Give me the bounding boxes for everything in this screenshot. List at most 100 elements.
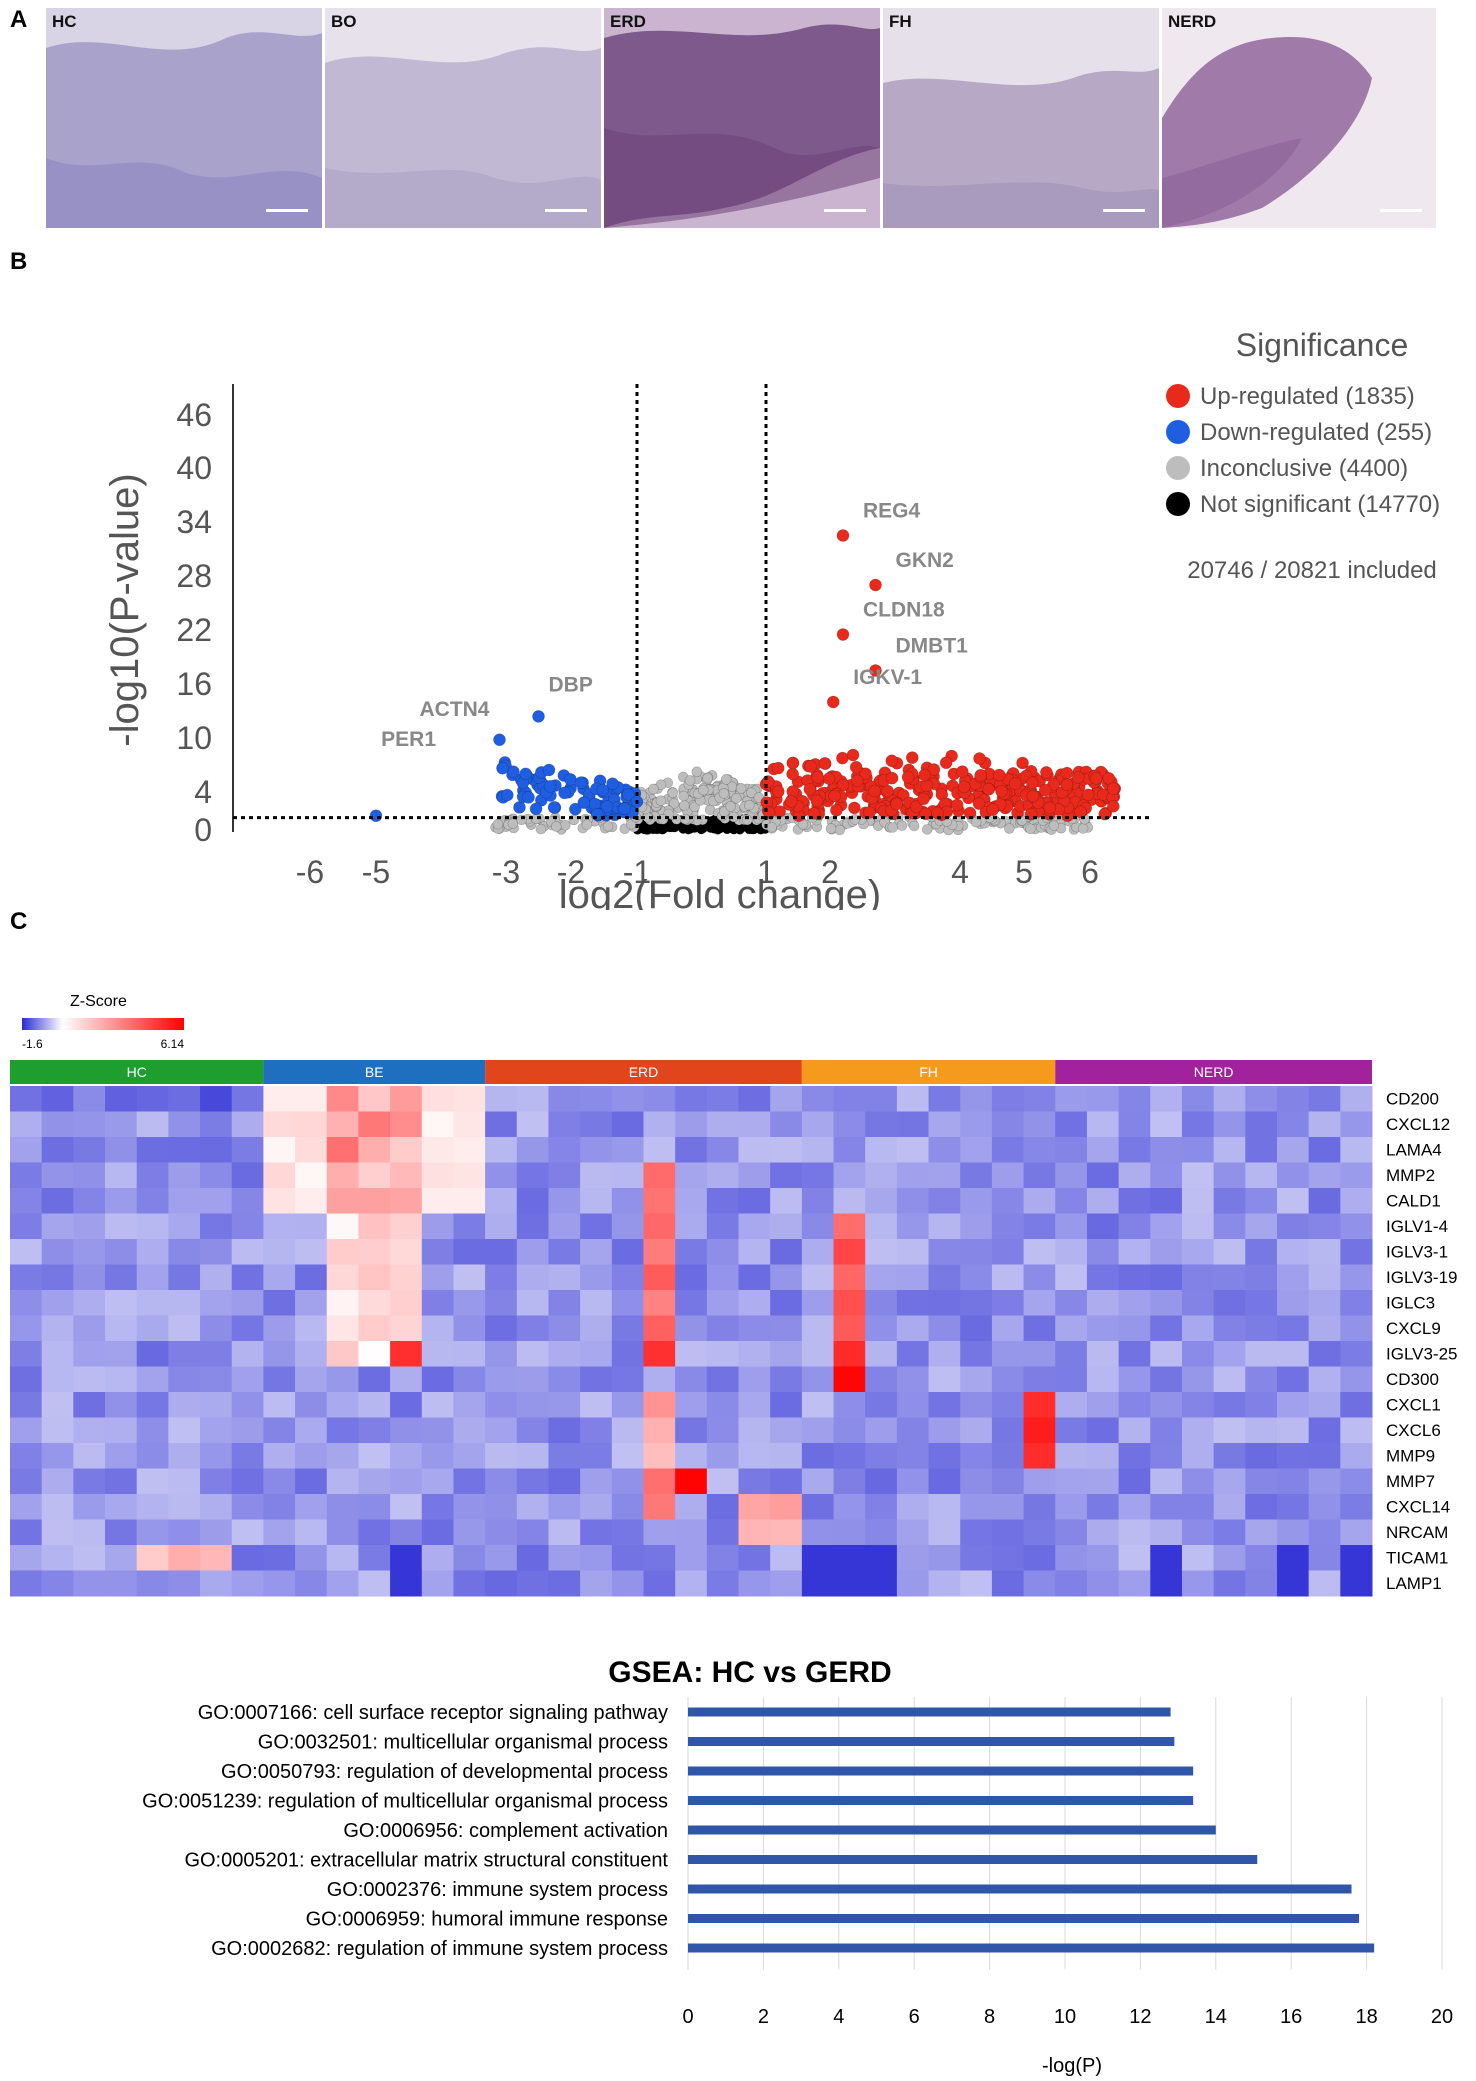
heatmap-cell <box>358 1086 391 1112</box>
heatmap-cell <box>358 1417 391 1444</box>
heatmap-cell <box>1213 1417 1246 1444</box>
heatmap-cell <box>295 1417 328 1444</box>
heatmap-cell <box>960 1086 993 1112</box>
heatmap-cell <box>1340 1494 1373 1520</box>
heatmap-cell <box>611 1137 644 1163</box>
volcano-point <box>596 783 610 797</box>
heatmap-cell <box>1150 1264 1183 1291</box>
heatmap-cell <box>643 1188 676 1214</box>
heatmap-cell <box>10 1086 43 1112</box>
heatmap-cell <box>295 1086 328 1112</box>
heatmap-cell <box>41 1494 74 1520</box>
heatmap-cell <box>421 1392 454 1418</box>
volcano-point <box>746 787 757 799</box>
heatmap-cell <box>168 1341 201 1367</box>
histology-texture <box>325 8 601 228</box>
heatmap-cell <box>390 1188 423 1214</box>
gene-row-label: MMP7 <box>1386 1472 1435 1491</box>
heatmap-cell <box>1086 1519 1120 1546</box>
heatmap-cell <box>1023 1213 1056 1240</box>
heatmap-cell <box>580 1111 613 1138</box>
heatmap-cell <box>1150 1545 1183 1571</box>
heatmap-cell <box>168 1239 201 1265</box>
heatmap-cell <box>390 1162 423 1189</box>
heatmap-cell <box>1150 1468 1183 1495</box>
heatmap-cell <box>516 1315 549 1342</box>
volcano-plot: 46 40 34 28 22 16 10 4 0 -6 -5 -3 -2 -1 … <box>103 327 1440 910</box>
heatmap-cell <box>1023 1519 1056 1546</box>
heatmap-cell <box>326 1290 359 1316</box>
heatmap-cell <box>960 1519 993 1546</box>
heatmap-cell <box>263 1086 296 1112</box>
volcano-point <box>507 818 519 829</box>
heatmap-cell <box>960 1315 993 1342</box>
gene-label: IGKV-1 <box>853 666 922 689</box>
heatmap-cell <box>231 1417 264 1444</box>
y-tick-label: 40 <box>176 450 212 486</box>
volcano-point <box>513 801 526 814</box>
category-label: GO:0002376: immune system process <box>327 1879 668 1901</box>
heatmap-cell <box>1023 1162 1056 1189</box>
heatmap-cell <box>231 1111 264 1138</box>
heatmap-cell <box>136 1392 169 1418</box>
heatmap-cell <box>41 1468 74 1495</box>
heatmap-cell <box>516 1239 549 1265</box>
gsea-bar <box>688 1766 1194 1776</box>
heatmap-cell <box>928 1239 961 1265</box>
volcano-point <box>742 814 753 826</box>
heatmap-cell <box>833 1570 866 1597</box>
heatmap-cell <box>390 1213 423 1240</box>
heatmap-cell <box>960 1392 993 1418</box>
heatmap-cell <box>896 1468 930 1495</box>
volcano-point <box>804 760 817 773</box>
heatmap-cell <box>991 1417 1025 1444</box>
heatmap-cell <box>675 1570 708 1597</box>
heatmap-cell <box>1276 1570 1310 1597</box>
heatmap-cell <box>1023 1545 1056 1571</box>
heatmap-cell <box>1055 1570 1088 1597</box>
heatmap-cell <box>1213 1519 1246 1546</box>
legend-swatch-up <box>1166 384 1190 408</box>
heatmap-cell <box>833 1341 866 1367</box>
heatmap-cell <box>675 1315 708 1342</box>
heatmap-cell <box>73 1494 106 1520</box>
heatmap-cell <box>991 1162 1025 1189</box>
heatmap-cell <box>611 1086 644 1112</box>
heatmap-cell <box>1181 1341 1215 1367</box>
heatmap-cell <box>643 1468 676 1495</box>
histology-label: BO <box>331 12 357 31</box>
heatmap-cell <box>1055 1137 1088 1163</box>
heatmap-cell <box>611 1264 644 1291</box>
volcano-point <box>828 789 841 803</box>
category-label: GO:0050793: regulation of developmental … <box>221 1761 668 1783</box>
heatmap-cell <box>1023 1468 1056 1495</box>
heatmap-cell <box>358 1366 391 1393</box>
heatmap-cell <box>453 1494 486 1520</box>
heatmap-cell <box>675 1519 708 1546</box>
volcano-point <box>974 768 987 782</box>
heatmap-cell <box>1086 1570 1120 1597</box>
volcano-point <box>577 796 591 809</box>
group-label: NERD <box>1194 1064 1234 1080</box>
heatmap-cell <box>865 1239 898 1265</box>
heatmap-cell <box>580 1137 613 1163</box>
volcano-point <box>766 821 777 833</box>
heatmap-cell <box>738 1545 771 1571</box>
heatmap-cell <box>1181 1239 1215 1265</box>
gsea-bar <box>688 1707 1171 1717</box>
heatmap-cell <box>706 1443 740 1469</box>
histology-image-fh: FH <box>883 8 1159 228</box>
heatmap-cell <box>41 1519 74 1546</box>
heatmap-cell <box>390 1264 423 1291</box>
heatmap-cell <box>200 1392 233 1418</box>
heatmap-cell <box>105 1213 138 1240</box>
heatmap-cell <box>580 1494 613 1520</box>
heatmap-cell <box>485 1443 518 1469</box>
heatmap-cell <box>548 1137 581 1163</box>
heatmap-cell <box>801 1519 835 1546</box>
heatmap-cell <box>770 1264 803 1291</box>
heatmap-cell <box>1055 1239 1088 1265</box>
histology-texture <box>1162 8 1436 228</box>
heatmap-cell <box>1213 1162 1246 1189</box>
heatmap-cell <box>833 1468 866 1495</box>
